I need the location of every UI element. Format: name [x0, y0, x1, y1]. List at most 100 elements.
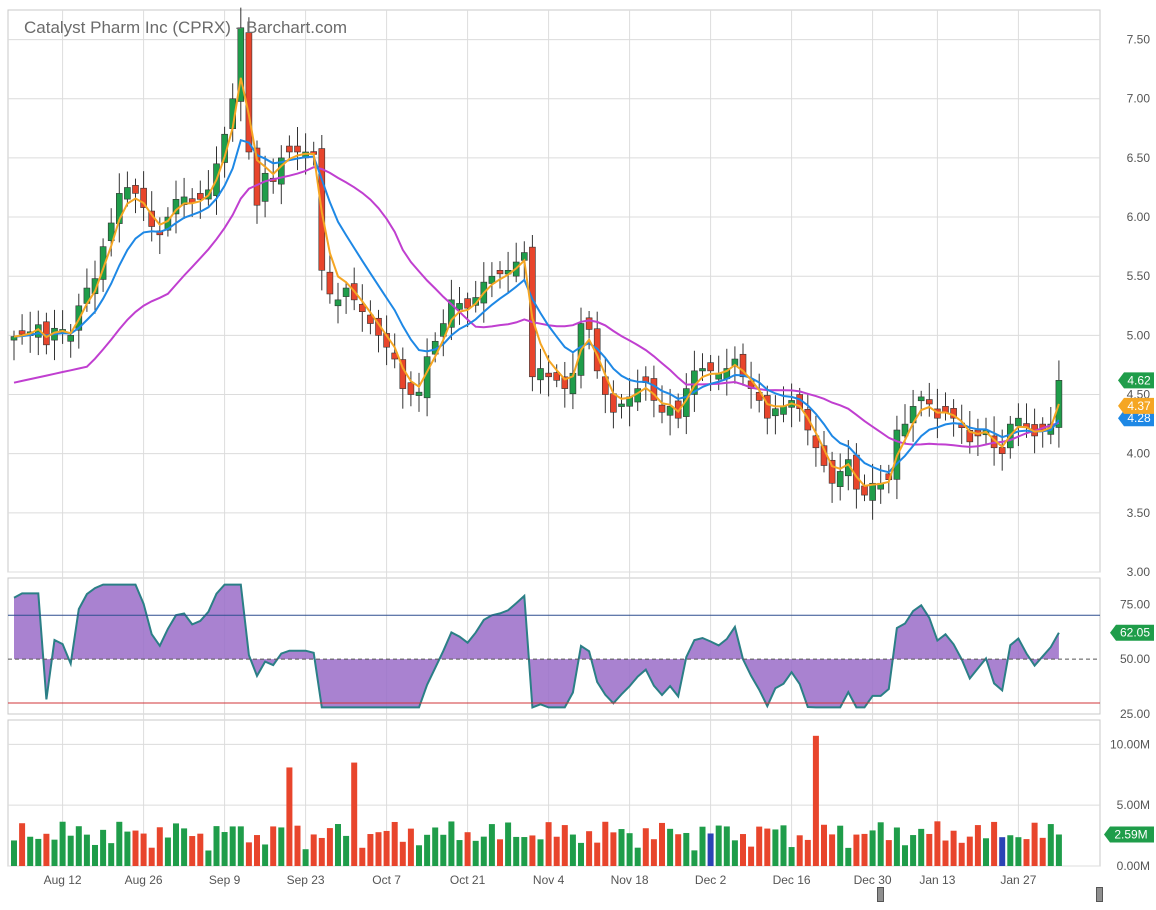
- candle-body: [610, 393, 617, 413]
- axis-layer: Aug 12 Aug 26 Sep 9 Sep 23 Oct 7 Oct 21 Nov 4 N…: [44, 33, 1154, 887]
- volume-bar: [237, 826, 244, 866]
- candle-body: [561, 376, 569, 389]
- range-end-handle[interactable]: [1096, 887, 1103, 902]
- volume-bar: [675, 834, 682, 866]
- range-start-handle[interactable]: [877, 887, 884, 902]
- ma-mid-badge: 4.28: [1127, 411, 1151, 425]
- last-price-badge-bg: [1118, 372, 1154, 389]
- volume-bar: [335, 824, 341, 866]
- candle-body: [780, 406, 787, 415]
- volume-bar: [537, 839, 544, 866]
- volume-bar: [407, 828, 414, 866]
- volume-bar: [1023, 839, 1030, 866]
- candle-body: [164, 216, 172, 231]
- rsi-line: [13, 583, 1060, 709]
- volume-bar: [780, 825, 787, 866]
- candle-body: [107, 222, 115, 242]
- volume-bar: [521, 837, 528, 866]
- price-tick-label: 5.00: [1127, 328, 1151, 342]
- candle-body: [537, 368, 544, 381]
- volume-bar: [391, 821, 398, 866]
- x-tick-label: Nov 18: [611, 873, 649, 887]
- volume-bar: [326, 828, 333, 866]
- candle-body: [415, 391, 423, 396]
- candle-body: [545, 372, 552, 378]
- x-tick-label: Aug 12: [44, 873, 82, 887]
- volume-bar: [740, 834, 746, 866]
- candle-body: [448, 299, 455, 328]
- volume-bar: [1055, 834, 1062, 866]
- candle-body: [925, 399, 933, 405]
- candle-body: [998, 447, 1006, 454]
- volume-bar: [75, 826, 82, 866]
- x-tick-label: Jan 27: [1000, 873, 1036, 887]
- volume-bar: [505, 822, 512, 866]
- volume-bar: [124, 831, 131, 866]
- volume-bar: [804, 839, 811, 866]
- price-panel: [10, 7, 1063, 520]
- volume-bar: [861, 833, 868, 866]
- volume-bar: [569, 834, 576, 866]
- volume-bar: [877, 822, 884, 866]
- volume-bar: [359, 847, 366, 866]
- candle-body: [618, 403, 625, 407]
- volume-bar: [545, 822, 552, 866]
- volume-bar: [910, 835, 917, 866]
- volume-bar: [383, 830, 390, 866]
- candle-body: [367, 314, 374, 324]
- volume-bar: [602, 821, 609, 866]
- volume-bar: [181, 828, 188, 866]
- ma-fast-badge-bg: [1118, 397, 1154, 414]
- candle-body: [294, 145, 301, 153]
- volume-bar: [748, 846, 755, 866]
- volume-bar: [116, 821, 123, 866]
- volume-bar: [634, 847, 641, 866]
- volume-bar: [67, 835, 74, 866]
- volume-bar: [958, 842, 965, 866]
- price-tick-label: 5.50: [1127, 269, 1151, 283]
- x-tick-label: Jan 13: [919, 873, 955, 887]
- candle-body: [772, 408, 779, 417]
- volume-bar: [756, 826, 763, 866]
- volume-bar: [715, 825, 722, 866]
- volume-bar: [618, 829, 625, 866]
- rsi-last-value: 62.05: [1120, 626, 1150, 640]
- x-tick-label: Dec 30: [854, 873, 892, 887]
- volume-bar: [853, 834, 860, 866]
- candle-body: [666, 406, 674, 416]
- candle-body: [836, 471, 844, 487]
- candle-body: [901, 423, 909, 437]
- volume-bar: [1015, 837, 1022, 866]
- volume-bar: [926, 833, 933, 866]
- candle-body: [277, 157, 285, 185]
- candle-body: [658, 404, 666, 413]
- volume-bar: [164, 837, 171, 866]
- volume-bar: [497, 839, 503, 866]
- candle-body: [869, 482, 876, 501]
- volume-bar: [156, 827, 163, 866]
- x-tick-label: Aug 26: [125, 873, 163, 887]
- ma-fast-line: [13, 77, 1060, 487]
- volume-bar: [796, 835, 803, 866]
- candle-body: [253, 147, 261, 206]
- candle-body: [237, 27, 245, 102]
- volume-tick-label: 0.00M: [1117, 859, 1150, 873]
- candle-body: [407, 382, 415, 395]
- rsi-panel: [8, 583, 1100, 709]
- volume-bar: [294, 825, 301, 866]
- ma-mid-badge-bg: [1118, 410, 1154, 427]
- price-tick-label: 7.00: [1127, 92, 1151, 106]
- volume-bar: [731, 840, 738, 866]
- x-tick-label: Sep 23: [287, 873, 325, 887]
- grid-layer: [7, 9, 1101, 867]
- volume-bar: [416, 845, 422, 866]
- candle-body: [456, 303, 463, 310]
- volume-bar: [51, 839, 58, 866]
- volume-bar: [642, 828, 649, 866]
- candle-body: [1015, 417, 1022, 427]
- volume-bar: [11, 840, 17, 866]
- volume-last-value: 2.59M: [1114, 827, 1147, 841]
- volume-tick-label: 5.00M: [1117, 798, 1150, 812]
- volume-bar: [513, 836, 520, 866]
